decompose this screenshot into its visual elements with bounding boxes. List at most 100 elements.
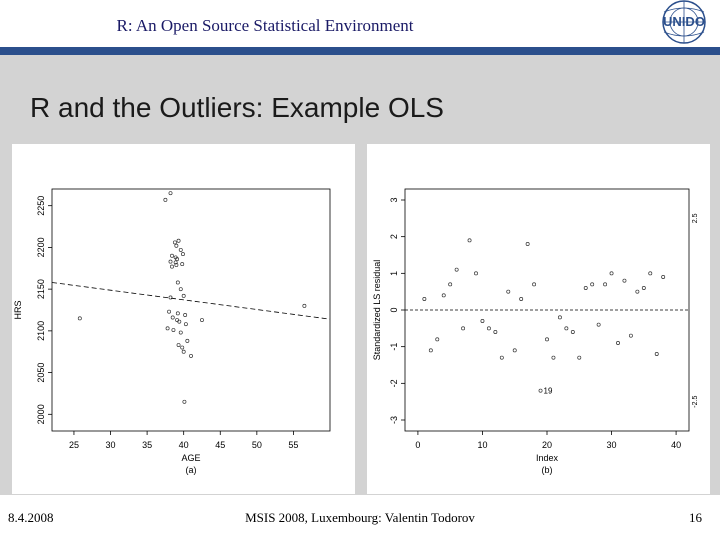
x-tick-label: 30 bbox=[607, 440, 617, 450]
data-point bbox=[577, 355, 582, 360]
data-point bbox=[648, 271, 653, 276]
footer-center: MSIS 2008, Luxembourg: Valentin Todorov bbox=[245, 510, 475, 525]
data-point bbox=[168, 295, 173, 300]
y-tick-label: -1 bbox=[389, 343, 399, 351]
x-axis-label: Index bbox=[536, 453, 559, 463]
data-point bbox=[176, 343, 181, 347]
y-tick-label: 2200 bbox=[36, 237, 46, 257]
x-axis-label: AGE bbox=[181, 453, 200, 463]
regression-line bbox=[51, 282, 331, 320]
data-point bbox=[185, 338, 190, 343]
data-point bbox=[654, 352, 659, 356]
data-point bbox=[596, 322, 601, 327]
data-point bbox=[590, 282, 595, 287]
data-point bbox=[448, 282, 453, 287]
plot-frame bbox=[51, 188, 331, 432]
data-point bbox=[174, 243, 179, 248]
data-point bbox=[170, 253, 174, 258]
data-point bbox=[177, 319, 182, 324]
data-point bbox=[183, 322, 188, 327]
data-point bbox=[422, 297, 427, 301]
x-tick-label: 40 bbox=[179, 440, 189, 450]
data-point bbox=[583, 286, 588, 290]
data-point bbox=[172, 240, 177, 245]
data-point bbox=[493, 330, 498, 334]
outlier-label: 19 bbox=[544, 387, 553, 396]
x-tick-label: 25 bbox=[69, 440, 79, 450]
data-point bbox=[506, 289, 511, 294]
data-point bbox=[200, 318, 204, 322]
data-point bbox=[181, 349, 186, 354]
header-title: R: An Open Source Statistical Environmen… bbox=[116, 16, 414, 35]
y-tick-label: 2100 bbox=[36, 321, 46, 341]
data-point bbox=[173, 260, 178, 265]
data-point bbox=[557, 315, 562, 320]
data-point bbox=[168, 191, 173, 196]
data-point bbox=[480, 319, 485, 323]
y-axis-label: Standardized LS residual bbox=[372, 260, 382, 361]
x-tick-label: 10 bbox=[477, 440, 487, 450]
data-point bbox=[474, 271, 478, 276]
data-point bbox=[182, 399, 187, 404]
data-point bbox=[178, 330, 183, 335]
data-point bbox=[178, 247, 183, 252]
right-tick-label: 2.5 bbox=[692, 213, 699, 223]
y-tick-label: 2000 bbox=[36, 404, 46, 424]
data-point bbox=[661, 275, 666, 279]
x-tick-label: 0 bbox=[415, 440, 420, 450]
x-tick-label: 45 bbox=[215, 440, 225, 450]
data-point bbox=[171, 328, 176, 332]
logo-text: UNIDO bbox=[663, 14, 705, 29]
data-point bbox=[564, 326, 569, 331]
data-point bbox=[545, 337, 549, 342]
footer-date: 8.4.2008 bbox=[8, 510, 54, 525]
data-point bbox=[176, 238, 181, 243]
y-tick-label: -3 bbox=[389, 416, 399, 424]
data-point bbox=[181, 252, 185, 257]
data-point bbox=[189, 353, 193, 358]
data-point bbox=[180, 262, 185, 267]
x-tick-label: 40 bbox=[671, 440, 681, 450]
data-point bbox=[77, 316, 82, 321]
data-point bbox=[622, 278, 627, 283]
plot-caption: (b) bbox=[542, 465, 553, 475]
data-point bbox=[175, 257, 180, 262]
y-tick-label: 2050 bbox=[36, 363, 46, 383]
y-tick-label: 1 bbox=[389, 271, 399, 276]
data-point bbox=[519, 297, 524, 301]
data-point bbox=[170, 315, 175, 320]
data-point bbox=[168, 259, 173, 264]
data-point bbox=[512, 348, 517, 353]
y-tick-label: 2 bbox=[389, 234, 399, 239]
data-point bbox=[486, 326, 491, 331]
x-tick-label: 50 bbox=[252, 440, 262, 450]
x-tick-label: 55 bbox=[288, 440, 298, 450]
ols-scatter-plot: 25 30 35 40 45 50 55 2000 2050 2100 2150 2200 2250 AG… bbox=[12, 144, 355, 494]
data-point bbox=[174, 262, 179, 267]
x-tick-label: 35 bbox=[142, 440, 152, 450]
data-point bbox=[603, 282, 608, 287]
data-point bbox=[183, 313, 188, 317]
x-tick-label: 30 bbox=[106, 440, 116, 450]
y-tick-label: 2150 bbox=[36, 279, 46, 299]
data-point bbox=[635, 289, 640, 294]
data-point bbox=[461, 326, 466, 331]
data-point bbox=[170, 264, 174, 269]
data-point bbox=[165, 326, 170, 331]
data-point bbox=[616, 341, 620, 345]
page-number: 16 bbox=[689, 510, 702, 525]
data-point bbox=[181, 293, 186, 298]
data-point bbox=[641, 286, 646, 290]
data-point bbox=[532, 282, 537, 287]
slide-header: R: An Open Source Statistical Environmen… bbox=[0, 0, 720, 47]
data-point bbox=[435, 337, 440, 342]
slide-title: R and the Outliers: Example OLS bbox=[30, 92, 444, 123]
unido-logo-icon: UNIDO bbox=[662, 0, 706, 44]
data-point bbox=[499, 355, 504, 360]
data-point bbox=[175, 318, 180, 322]
plot-caption: (a) bbox=[186, 465, 197, 475]
data-point bbox=[538, 388, 543, 393]
data-point bbox=[180, 345, 185, 350]
data-point bbox=[570, 330, 575, 334]
data-point bbox=[609, 271, 614, 276]
